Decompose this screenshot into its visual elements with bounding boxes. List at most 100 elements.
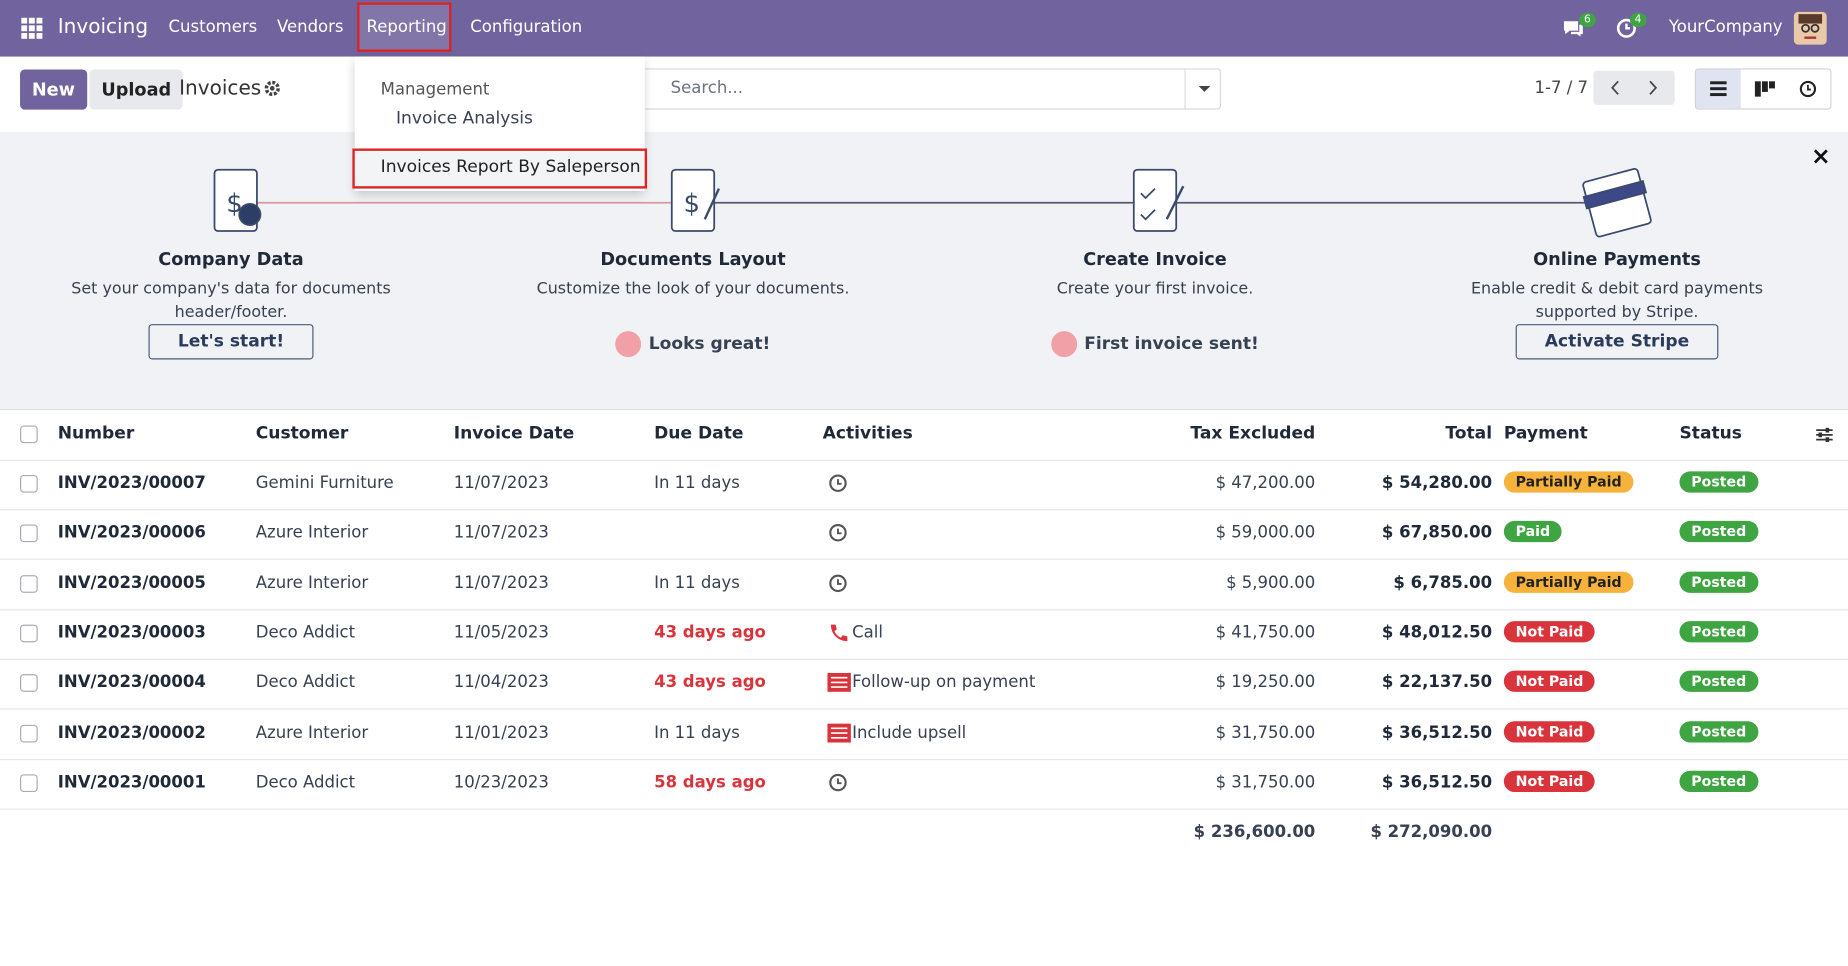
- activity-icon[interactable]: [827, 672, 851, 698]
- checkbox[interactable]: [20, 724, 38, 742]
- invoice-row[interactable]: INV/2023/00007 Gemini Furniture 11/07/2023…: [0, 460, 1848, 511]
- invoice-row[interactable]: INV/2023/00006 Azure Interior 11/07/2023 $ …: [0, 509, 1848, 561]
- column-header[interactable]: Payment: [1503, 424, 1588, 444]
- total: $ 67,850.00: [1381, 523, 1493, 543]
- customer: Azure Interior: [255, 523, 369, 543]
- optional-columns[interactable]: [1815, 427, 1834, 448]
- invoice-number: INV/2023/00001: [57, 772, 206, 792]
- total: $ 54,280.00: [1381, 473, 1493, 493]
- activity-icon[interactable]: [827, 622, 848, 648]
- menu-item[interactable]: Customers: [168, 17, 258, 37]
- activity-icon[interactable]: [827, 522, 848, 548]
- dropdown-item[interactable]: Invoices Report By Saleperson: [380, 157, 641, 177]
- tax-excluded: $ 19,250.00: [1215, 673, 1316, 693]
- checkbox[interactable]: [20, 774, 38, 792]
- tax-excluded-total: $ 236,600.00: [1193, 822, 1316, 842]
- avatar[interactable]: [1793, 11, 1827, 45]
- step-description: Set your company's data for documents he…: [71, 279, 391, 322]
- step-done: First invoice sent!: [978, 331, 1332, 358]
- due-date: 58 days ago: [654, 772, 766, 792]
- pager-buttons[interactable]: [1593, 70, 1675, 105]
- dropdown-item[interactable]: Invoice Analysis: [395, 109, 533, 129]
- customer: Azure Interior: [255, 573, 369, 593]
- activity: Follow-up on payment: [852, 673, 1036, 693]
- invoice-number: INV/2023/00007: [57, 473, 206, 493]
- new-button[interactable]: New: [20, 69, 87, 110]
- app-name[interactable]: Invoicing: [57, 15, 149, 39]
- checkbox[interactable]: [20, 474, 38, 493]
- invoice-date: 11/07/2023: [453, 473, 549, 493]
- tax-excluded: $ 31,750.00: [1215, 723, 1316, 742]
- activity: Call: [852, 623, 883, 643]
- step-description: Create your first invoice.: [1056, 279, 1254, 299]
- invoice-number: INV/2023/00006: [57, 523, 206, 543]
- view-switcher[interactable]: [1694, 68, 1832, 110]
- invoice-row[interactable]: INV/2023/00005 Azure Interior 11/07/2023 In…: [0, 559, 1848, 611]
- apps-icon[interactable]: [21, 17, 43, 39]
- payment-badge: Not Paid: [1503, 770, 1596, 792]
- column-header[interactable]: Number: [57, 424, 135, 444]
- due-date: In 11 days: [654, 723, 740, 742]
- total: $ 48,012.50: [1381, 623, 1493, 643]
- status-badge: Posted: [1679, 471, 1759, 493]
- step-button[interactable]: Let's start!: [148, 324, 314, 360]
- column-header[interactable]: Invoice Date: [453, 424, 575, 444]
- svg-text:$: $: [226, 189, 242, 219]
- column-header[interactable]: Status: [1679, 424, 1742, 444]
- due-date: 43 days ago: [654, 673, 766, 693]
- customer: Deco Addict: [255, 673, 356, 693]
- invoice-date: 11/07/2023: [453, 573, 549, 593]
- total: $ 6,785.00: [1393, 573, 1493, 593]
- close-button[interactable]: ×: [1811, 142, 1831, 170]
- checkbox[interactable]: [20, 574, 38, 593]
- checkbox[interactable]: [20, 425, 38, 444]
- invoice-number: INV/2023/00005: [57, 573, 206, 593]
- invoice-row[interactable]: INV/2023/00001 Deco Addict 10/23/2023 58 da…: [0, 759, 1848, 810]
- total: $ 36,512.50: [1381, 772, 1493, 792]
- checkbox[interactable]: [20, 524, 38, 543]
- step-title: Create Invoice: [1083, 248, 1227, 270]
- header-row: Number Customer Invoice Date Due Date Activi…: [0, 410, 1848, 461]
- settings-gear[interactable]: [264, 80, 280, 97]
- activity-icon[interactable]: [827, 772, 848, 798]
- search-toggle[interactable]: [1184, 68, 1222, 110]
- step-button[interactable]: Activate Stripe: [1515, 324, 1719, 360]
- activity-icon[interactable]: [827, 572, 848, 598]
- activity-icon[interactable]: [827, 473, 848, 499]
- column-header[interactable]: Tax Excluded: [1190, 424, 1316, 444]
- tax-excluded: $ 59,000.00: [1215, 523, 1316, 543]
- checkbox[interactable]: [20, 674, 38, 693]
- status-badge: Posted: [1679, 571, 1759, 593]
- invoice-date: 11/04/2023: [453, 673, 549, 693]
- column-header[interactable]: Total: [1445, 424, 1493, 444]
- menu-item[interactable]: Vendors: [276, 17, 344, 37]
- pager: 1-7 / 7: [1534, 78, 1588, 98]
- invoice-row[interactable]: INV/2023/00004 Deco Addict 11/04/2023 43 da…: [0, 659, 1848, 710]
- step-title: Documents Layout: [600, 248, 786, 270]
- invoice-date: 10/23/2023: [453, 772, 549, 792]
- invoice-date: 11/07/2023: [453, 523, 549, 543]
- menu-item[interactable]: Reporting: [366, 17, 447, 37]
- company[interactable]: YourCompany: [1668, 17, 1783, 37]
- svg-text:$: $: [684, 189, 700, 219]
- invoice-row[interactable]: INV/2023/00003 Deco Addict 11/05/2023 43 da…: [0, 609, 1848, 660]
- column-header[interactable]: Customer: [255, 424, 349, 444]
- activities-icon[interactable]: [1615, 16, 1639, 40]
- column-header[interactable]: Activities: [822, 424, 913, 444]
- menu-item[interactable]: Configuration: [470, 17, 583, 37]
- highlight: [357, 2, 452, 52]
- tax-excluded: $ 47,200.00: [1215, 473, 1316, 493]
- navbar: Invoicing Customers Vendors Reporting Co…: [0, 0, 1848, 57]
- checkbox[interactable]: [20, 624, 38, 643]
- activity-icon[interactable]: [827, 722, 851, 748]
- invoice-row[interactable]: INV/2023/00002 Azure Interior 11/01/2023 In…: [0, 709, 1848, 760]
- invoice-number: INV/2023/00002: [57, 723, 206, 742]
- upload-button[interactable]: Upload: [89, 69, 183, 110]
- payment-badge: Partially Paid: [1503, 571, 1634, 593]
- messages-icon[interactable]: [1562, 18, 1586, 39]
- activities-badge: 4: [1629, 12, 1647, 28]
- column-header[interactable]: Due Date: [654, 424, 744, 444]
- step-description: Enable credit & debit card payments supp…: [1470, 279, 1764, 322]
